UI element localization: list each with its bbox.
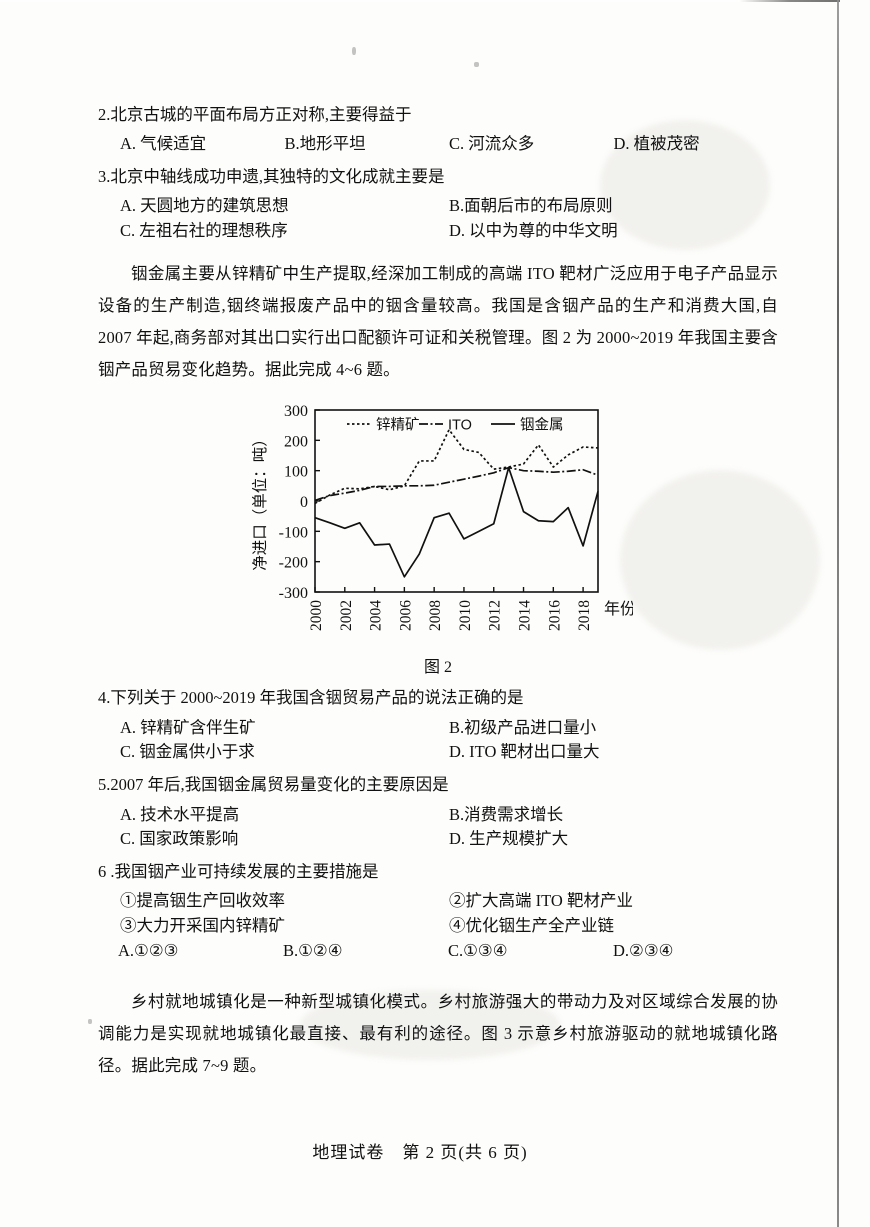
x-tick-label: 2018 [576,600,593,631]
option-row: C. 铟金属供小于求 D. ITO 靶材出口量大 [98,740,778,765]
question-block-2: 2.北京古城的平面布局方正对称,主要得益于 A. 气候适宜 B.地形平坦 C. … [98,104,778,157]
legend-label-锌精矿: 锌精矿 [376,417,420,434]
question-3-option-c[interactable]: C. 左祖右社的理想秩序 [120,221,288,241]
option-row: ①提高铟生产回收效率 ②扩大高端 ITO 靶材产业 [98,889,778,914]
y-axis-title: 净进口（单位：吨） [251,432,269,572]
y-tick-label: -300 [279,585,308,602]
passage-rural: 乡村就地城镇化是一种新型城镇化模式。乡村旅游强大的带动力及对区域综合发展的协调能… [98,991,778,1075]
question-5-options: A. 技术水平提高 B.消费需求增长 C. 国家政策影响 D. 生产规模扩大 [98,803,778,853]
x-tick-label: 2000 [308,600,325,631]
scan-smudge [620,470,820,650]
y-tick-label: 300 [284,403,308,420]
question-2-option-b[interactable]: B.地形平坦 [284,134,366,154]
question-2-option-d[interactable]: D. 植被茂密 [613,134,700,154]
question-4-option-c[interactable]: C. 铟金属供小于求 [120,742,255,762]
option-row: A. 天圆地方的建筑思想 B.面朝后市的布局原则 [98,194,778,219]
question-4-option-d[interactable]: D. ITO 靶材出口量大 [449,742,600,762]
answer-row: A.①②③ B.①②④ C.①③④ D.②③④ [98,939,778,964]
x-tick-label: 2014 [517,600,534,631]
question-5-option-a[interactable]: A. 技术水平提高 [120,804,240,824]
question-6-statement-4: ④优化铟生产全产业链 [449,916,614,936]
scan-speck [88,1019,92,1024]
option-row: ③大力开采国内锌精矿 ④优化铟生产全产业链 [98,914,778,939]
series-line-铟金属 [314,467,599,579]
top-margin-spacer [98,0,778,104]
page-content: 2.北京古城的平面布局方正对称,主要得益于 A. 气候适宜 B.地形平坦 C. … [98,0,778,1088]
x-tick-label: 2012 [487,600,504,631]
legend-label-铟金属: 铟金属 [520,417,564,434]
question-6-statement-3: ③大力开采国内锌精矿 [120,916,285,936]
question-block-3: 3.北京中轴线成功申遗,其独特的文化成就主要是 A. 天圆地方的建筑思想 B.面… [98,166,778,244]
line-chart-svg: -300 -200 -100 0 100 200 300 2000 2002 2004 2006 20… [251,403,633,631]
scan-smudge [300,990,560,1060]
page-footer: 地理试卷 第 2 页(共 6 页) [0,1138,840,1163]
scan-smudge [600,120,770,250]
option-row: A. 技术水平提高 B.消费需求增长 [98,803,778,828]
passage-indium: 铟金属主要从锌精矿中生产提取,经深加工制成的高端 ITO 靶材广泛应用于电子产品… [98,263,778,380]
question-6-option-d[interactable]: D.②③④ [613,940,674,960]
question-6-statement-1: ①提高铟生产回收效率 [120,891,285,911]
question-6-options: ①提高铟生产回收效率 ②扩大高端 ITO 靶材产业 ③大力开采国内锌精矿 ④优化… [98,889,778,963]
legend-label-ITO: ITO [448,418,472,434]
scan-speck [474,62,479,67]
series-line-ITO [314,467,599,502]
question-6-statement-2: ②扩大高端 ITO 靶材产业 [449,891,633,911]
question-2-stem: 2.北京古城的平面布局方正对称,主要得益于 [98,105,412,124]
y-tick-label: 200 [284,434,308,451]
scan-artifact-top-edge [0,0,840,2]
question-6-option-a[interactable]: A.①②③ [118,940,179,960]
figure-2-caption: 图 2 [423,659,452,677]
footer-text: 地理试卷 第 2 页(共 6 页) [312,1143,528,1162]
x-axis-title: 年份 [604,600,633,618]
scan-artifact-right-edge [837,0,839,1227]
scan-speck [352,47,356,55]
plot-frame [314,409,599,594]
question-block-4: 4.下列关于 2000~2019 年我国含铟贸易产品的说法正确的是 A. 锌精矿… [98,687,778,765]
question-3-stem: 3.北京中轴线成功申遗,其独特的文化成就主要是 [98,167,445,187]
y-tick-label: -200 [279,555,308,572]
question-2-option-a[interactable]: A. 气候适宜 [120,134,207,154]
x-tick-label: 2006 [397,600,414,631]
question-2-option-c[interactable]: C. 河流众多 [449,134,535,154]
option-row: C. 国家政策影响 D. 生产规模扩大 [98,827,778,852]
question-5-stem: 5.2007 年后,我国铟金属贸易量变化的主要原因是 [98,775,449,795]
x-tick-label: 2008 [427,600,444,631]
chart-net-import-trend: -300 -200 -100 0 100 200 300 2000 2002 2004 2006 20… [243,396,633,646]
question-block-5: 5.2007 年后,我国铟金属贸易量变化的主要原因是 A. 技术水平提高 B.消… [98,774,778,852]
question-5-option-b[interactable]: B.消费需求增长 [449,804,564,824]
y-tick-label: 100 [284,464,308,481]
question-5-option-d[interactable]: D. 生产规模扩大 [449,829,569,849]
y-tick-label: -100 [279,525,308,542]
question-4-stem: 4.下列关于 2000~2019 年我国含铟贸易产品的说法正确的是 [98,688,524,708]
option-row: A. 锌精矿含伴生矿 B.初级产品进口量小 [98,716,778,741]
question-4-option-a[interactable]: A. 锌精矿含伴生矿 [120,717,256,737]
question-6-stem: 6 .我国铟产业可持续发展的主要措施是 [98,862,379,881]
question-3-option-d[interactable]: D. 以中为尊的中华文明 [449,221,618,241]
question-3-options: A. 天圆地方的建筑思想 B.面朝后市的布局原则 C. 左祖右社的理想秩序 D.… [98,194,778,244]
x-tick-label: 2002 [338,600,355,631]
question-6-option-c[interactable]: C.①③④ [448,940,508,960]
x-tick-label: 2010 [457,600,474,631]
question-4-options: A. 锌精矿含伴生矿 B.初级产品进口量小 C. 铟金属供小于求 D. ITO … [98,716,778,766]
y-tick-label: 0 [300,494,308,511]
option-row: A. 气候适宜 B.地形平坦 C. 河流众多 D. 植被茂密 [98,132,778,157]
series-line-锌精矿 [314,429,599,505]
figure-2: -300 -200 -100 0 100 200 300 2000 2002 2004 2006 20… [98,396,778,677]
question-2-options: A. 气候适宜 B.地形平坦 C. 河流众多 D. 植被茂密 [98,132,778,157]
x-tick-label: 2004 [368,600,385,631]
question-3-option-a[interactable]: A. 天圆地方的建筑思想 [120,196,289,216]
x-tick-label: 2016 [546,600,563,631]
question-6-option-b[interactable]: B.①②④ [283,940,343,960]
question-4-option-b[interactable]: B.初级产品进口量小 [449,717,597,737]
question-5-option-c[interactable]: C. 国家政策影响 [120,829,239,849]
option-row: C. 左祖右社的理想秩序 D. 以中为尊的中华文明 [98,219,778,244]
question-block-6: 6 .我国铟产业可持续发展的主要措施是 ①提高铟生产回收效率 ②扩大高端 ITO… [98,861,778,964]
question-3-option-b[interactable]: B.面朝后市的布局原则 [449,196,613,216]
